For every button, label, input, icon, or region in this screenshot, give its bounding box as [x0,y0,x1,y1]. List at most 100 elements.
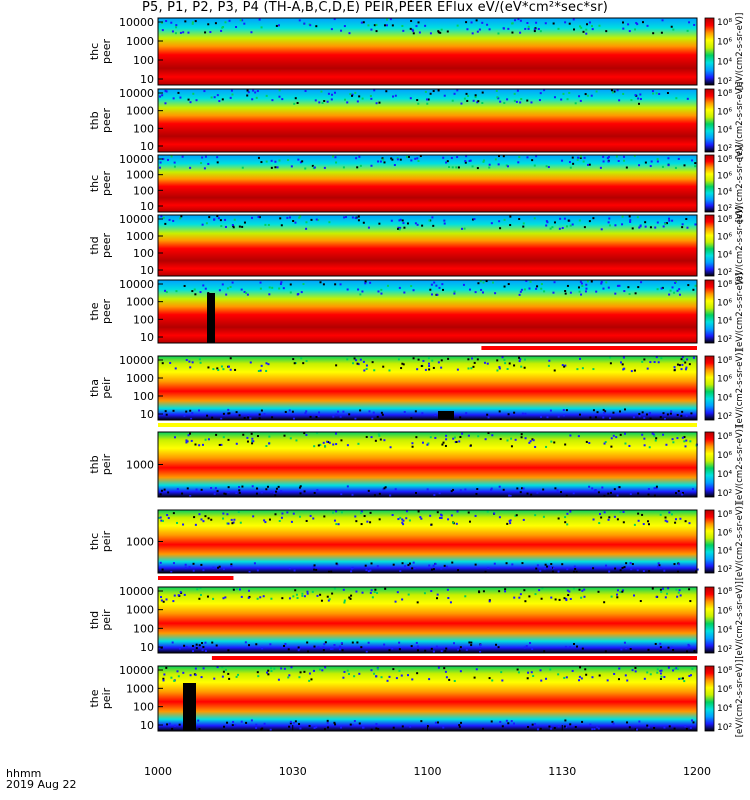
noise-pixel [529,280,532,283]
noise-pixel [432,564,435,567]
noise-pixel [354,515,357,518]
noise-pixel [177,91,180,94]
noise-pixel [314,99,317,102]
noise-pixel [598,522,601,525]
noise-pixel [173,165,176,168]
noise-pixel [672,669,675,672]
noise-pixel [357,215,360,218]
noise-pixel [278,159,281,162]
noise-pixel [680,368,683,371]
noise-pixel [166,514,169,517]
noise-pixel [305,359,308,362]
noise-pixel [543,290,546,293]
noise-pixel [303,22,306,25]
noise-pixel [660,675,663,678]
colorbar-tick-label: 10² [717,489,732,499]
noise-pixel [226,287,229,290]
noise-pixel [172,219,175,222]
noise-pixel [670,513,673,516]
noise-pixel [382,365,385,368]
noise-pixel [603,601,606,604]
noise-pixel [416,645,419,648]
noise-pixel [443,667,446,670]
noise-pixel [608,224,611,227]
noise-pixel [569,224,572,227]
noise-pixel [430,283,433,286]
noise-pixel [167,158,170,161]
noise-pixel [499,438,502,441]
y-tick-label: 100 [133,390,154,403]
noise-pixel [193,646,196,649]
noise-pixel [246,293,249,296]
noise-pixel [334,723,337,726]
y-tick-label: 100 [133,122,154,135]
noise-pixel [339,283,342,286]
noise-pixel [662,412,665,415]
noise-pixel [303,670,306,673]
noise-pixel [167,517,170,520]
noise-pixel [608,217,611,220]
noise-pixel [263,413,266,416]
noise-pixel [469,444,472,447]
noise-pixel [533,28,536,31]
noise-pixel [433,493,436,496]
noise-pixel [647,493,650,496]
noise-pixel [383,24,386,27]
noise-pixel [213,96,216,99]
noise-pixel [643,437,646,440]
noise-pixel [491,679,494,682]
noise-pixel [666,413,669,416]
noise-pixel [173,679,176,682]
noise-pixel [300,357,303,360]
noise-pixel [518,218,521,221]
noise-pixel [474,291,477,294]
noise-pixel [407,593,410,596]
noise-pixel [564,364,567,367]
noise-pixel [465,21,468,24]
noise-pixel [294,720,297,723]
noise-pixel [509,215,512,218]
noise-pixel [490,488,493,491]
noise-pixel [678,288,681,291]
noise-pixel [431,216,434,219]
noise-pixel [693,649,696,652]
noise-pixel [565,494,568,497]
noise-pixel [582,160,585,163]
noise-pixel [690,674,693,677]
noise-pixel [273,667,276,670]
noise-pixel [490,487,493,490]
noise-pixel [364,564,367,567]
noise-pixel [498,410,501,413]
noise-pixel [204,155,207,158]
noise-pixel [694,165,697,168]
noise-pixel [623,155,626,158]
noise-pixel [275,24,278,27]
noise-pixel [563,597,566,600]
noise-pixel [198,513,201,516]
noise-pixel [542,515,545,518]
noise-pixel [460,721,463,724]
noise-pixel [178,723,181,726]
noise-pixel [553,727,556,730]
noise-pixel [194,523,197,526]
noise-pixel [185,645,188,648]
noise-pixel [652,32,655,35]
noise-pixel [545,224,548,227]
noise-pixel [256,435,259,438]
noise-pixel [429,32,432,35]
y-tick-label: 10 [140,331,154,344]
noise-pixel [188,360,191,363]
noise-pixel [306,590,309,593]
noise-pixel [530,671,533,674]
noise-pixel [460,102,463,105]
noise-pixel [471,165,474,168]
noise-pixel [233,518,236,521]
noise-pixel [678,563,681,566]
noise-pixel [502,155,505,158]
noise-pixel [337,523,340,526]
noise-pixel [228,677,231,680]
chart-title: P5, P1, P2, P3, P4 (TH-A,B,C,D,E) PEIR,P… [141,0,609,15]
noise-pixel [458,725,461,728]
noise-pixel [227,486,230,489]
noise-pixel [675,492,678,495]
